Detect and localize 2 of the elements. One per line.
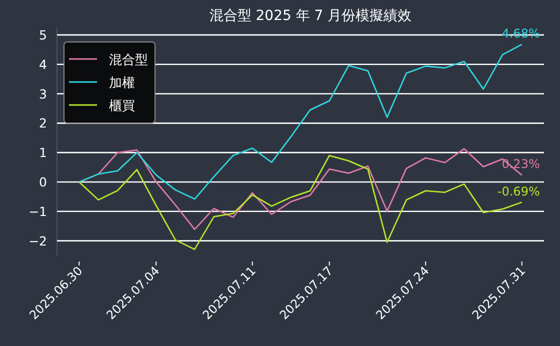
annotation: -0.69%	[497, 184, 540, 198]
title: 混合型 2025 年 7 月份模擬績效	[209, 8, 412, 24]
